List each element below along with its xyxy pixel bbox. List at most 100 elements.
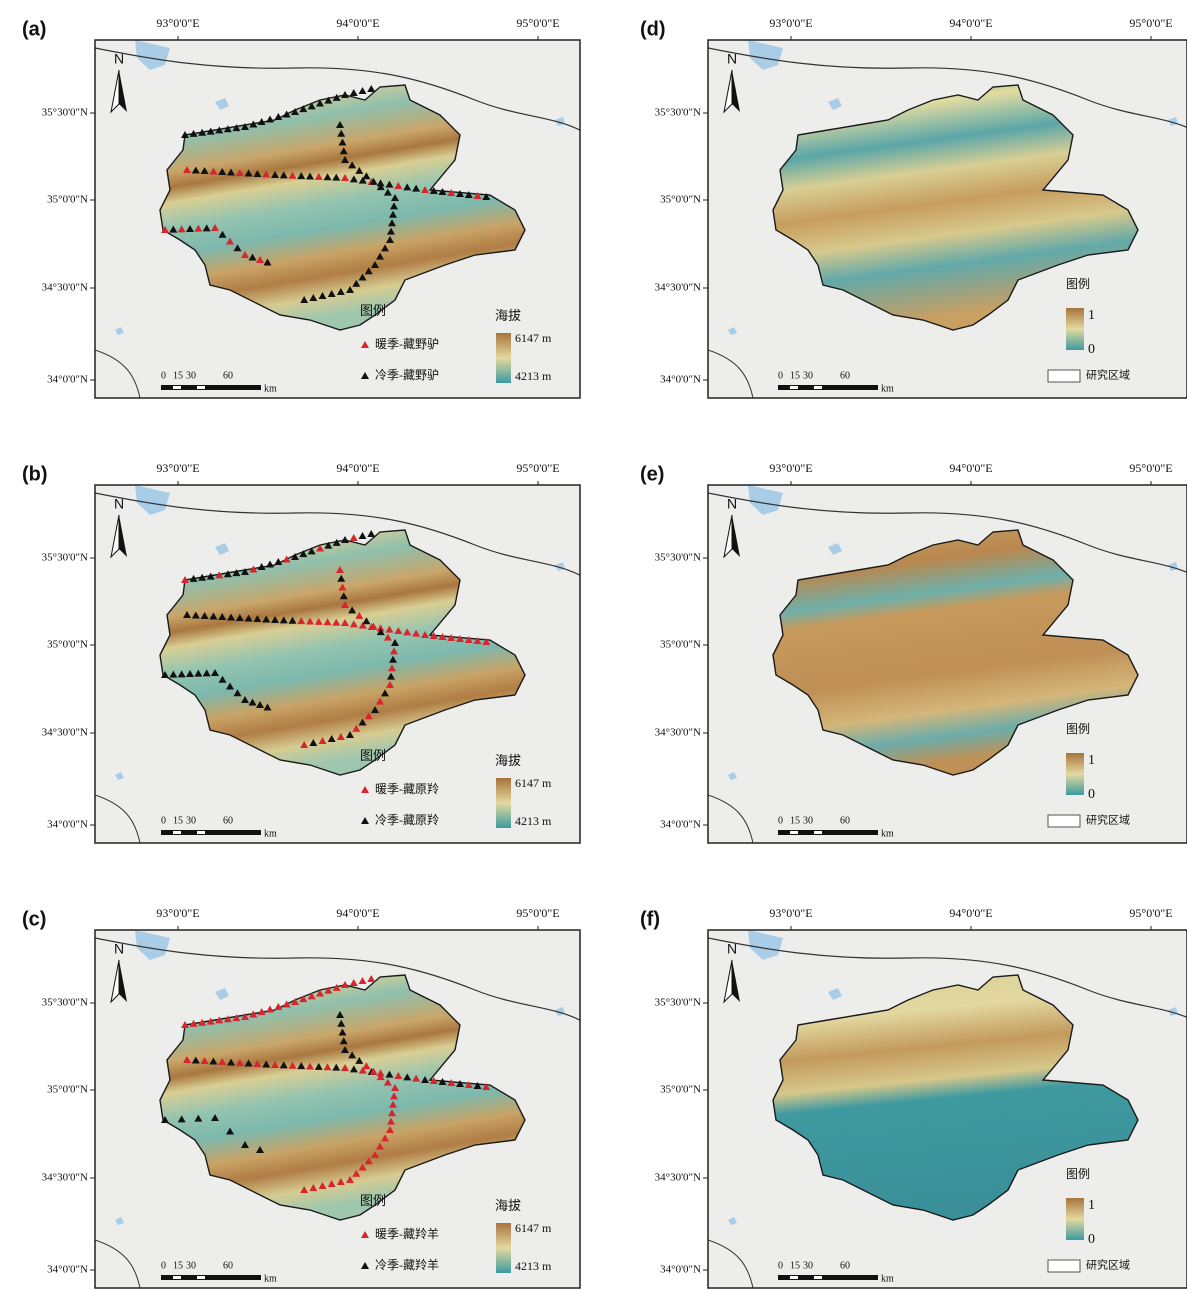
sighting-marker <box>338 138 347 146</box>
sighting-marker <box>482 193 491 200</box>
lake <box>748 485 783 515</box>
sighting-marker <box>177 225 186 233</box>
sighting-marker <box>385 180 394 188</box>
sighting-marker <box>263 703 272 711</box>
road <box>95 349 141 398</box>
sighting-marker <box>361 817 369 824</box>
sighting-marker <box>274 1003 283 1010</box>
sighting-marker <box>387 1117 395 1125</box>
map-frame <box>94 484 581 844</box>
sighting-marker <box>218 1058 227 1065</box>
road <box>708 349 754 398</box>
color-ramp <box>1066 753 1084 795</box>
sighting-marker <box>161 671 169 678</box>
sighting-marker <box>253 170 262 177</box>
lon-label: 94°0'0"E <box>949 16 992 30</box>
sighting-marker <box>376 183 385 191</box>
scale-unit: km <box>264 383 277 394</box>
sighting-marker <box>421 631 429 638</box>
sighting-marker <box>253 1060 262 1067</box>
scale-bar <box>778 385 878 390</box>
scale-bar <box>161 830 261 835</box>
sighting-marker <box>349 175 358 183</box>
sighting-marker <box>390 647 398 655</box>
sighting-marker <box>271 1061 279 1068</box>
scale-label: 60 <box>840 815 850 826</box>
lat-label: 35°30'0"N <box>42 107 88 119</box>
map-frame <box>707 484 1187 844</box>
sighting-marker <box>202 224 211 232</box>
sighting-marker <box>316 989 324 997</box>
road <box>95 1239 141 1288</box>
ramp-title: 海拔 <box>495 308 521 323</box>
sighting-marker <box>235 169 244 176</box>
north-label: N <box>727 51 737 67</box>
sighting-marker <box>327 290 336 297</box>
lat-label: 35°30'0"N <box>655 997 701 1009</box>
sighting-marker <box>241 123 249 130</box>
sighting-marker <box>282 1000 291 1008</box>
lat-label: 35°30'0"N <box>655 552 701 564</box>
lat-label: 34°0'0"N <box>660 1264 701 1276</box>
sighting-marker <box>376 179 385 187</box>
sighting-marker <box>215 1016 224 1024</box>
sighting-marker <box>332 618 341 626</box>
sighting-marker <box>169 670 178 678</box>
scale-label: 30 <box>803 1260 813 1271</box>
sighting-marker <box>456 190 464 197</box>
sighting-marker <box>361 1231 369 1238</box>
sighting-marker <box>376 697 384 705</box>
sighting-marker <box>337 574 346 582</box>
sighting-marker <box>297 1062 306 1070</box>
sighting-marker <box>200 612 209 619</box>
sighting-marker <box>388 219 396 227</box>
sighting-marker <box>288 616 297 624</box>
sighting-marker <box>389 210 397 218</box>
panel-label: (d) <box>640 18 666 40</box>
sighting-marker <box>349 1065 358 1073</box>
lat-label: 35°0'0"N <box>660 639 701 651</box>
ramp-min: 0 <box>1088 1232 1095 1247</box>
scale-bar-seg <box>814 1276 822 1279</box>
lat-label: 34°30'0"N <box>655 282 701 294</box>
scale-label: 60 <box>223 815 233 826</box>
sighting-marker <box>381 1134 389 1142</box>
boundary-swatch <box>1047 814 1081 828</box>
north-label: N <box>727 496 737 512</box>
sighting-marker <box>369 1067 378 1075</box>
road <box>708 47 1187 129</box>
sighting-marker <box>183 166 191 173</box>
sighting-marker <box>376 1142 384 1150</box>
sighting-marker <box>332 93 341 101</box>
map-body <box>708 40 1187 398</box>
sighting-marker <box>300 741 309 748</box>
sighting-marker <box>391 639 399 646</box>
sighting-marker <box>464 191 473 198</box>
sighting-marker <box>362 617 371 625</box>
sighting-marker <box>194 224 203 232</box>
sighting-marker <box>200 1057 209 1064</box>
road <box>708 1239 754 1288</box>
sighting-marker <box>200 167 209 174</box>
sighting-marker <box>223 1015 232 1023</box>
sighting-marker <box>473 192 482 199</box>
sighting-marker <box>300 296 309 303</box>
scale-label: 60 <box>223 1260 233 1271</box>
color-ramp <box>1066 1198 1084 1240</box>
scale-label: 60 <box>840 1260 850 1271</box>
lon-label: 95°0'0"E <box>1129 461 1172 475</box>
lon-label: 93°0'0"E <box>769 906 812 920</box>
sighting-marker <box>358 1066 367 1074</box>
road <box>95 492 580 576</box>
sighting-marker <box>371 706 379 713</box>
sighting-marker <box>447 634 456 641</box>
lake <box>135 930 170 960</box>
scale-unit: km <box>264 1273 277 1284</box>
sighting-marker <box>299 550 308 558</box>
sighting-marker <box>389 1100 397 1108</box>
sighting-marker <box>186 670 194 677</box>
sighting-marker <box>438 1078 447 1085</box>
lat-label: 35°0'0"N <box>660 194 701 206</box>
panel-label: (a) <box>22 18 46 40</box>
lon-label: 94°0'0"E <box>949 461 992 475</box>
